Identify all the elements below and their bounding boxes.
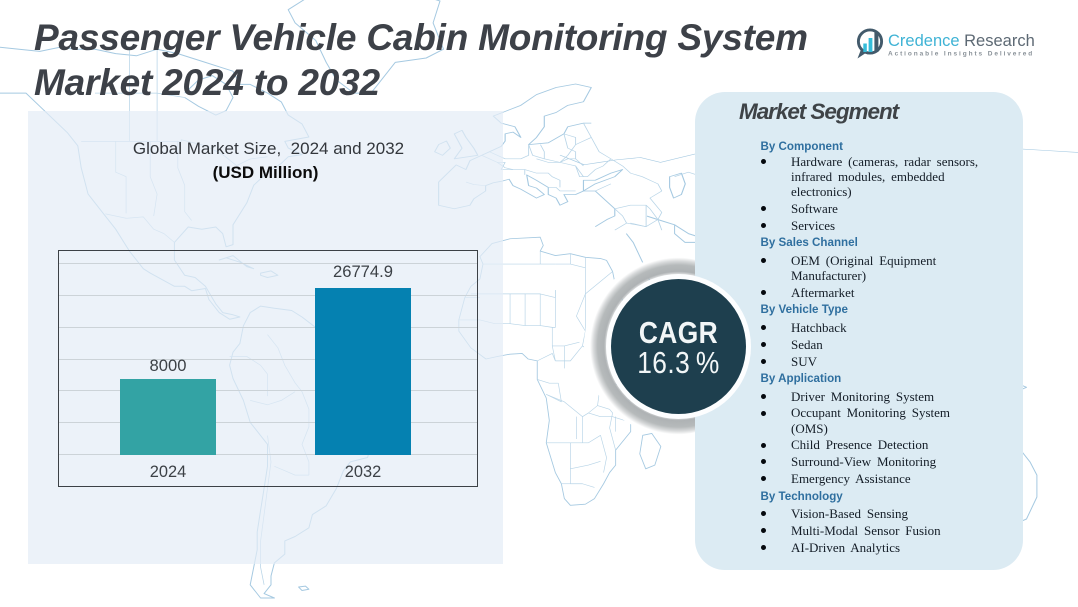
- svg-text:Credence Research: Credence Research: [888, 32, 1035, 50]
- svg-text:Actionable Insights Delivered: Actionable Insights Delivered: [888, 51, 1034, 58]
